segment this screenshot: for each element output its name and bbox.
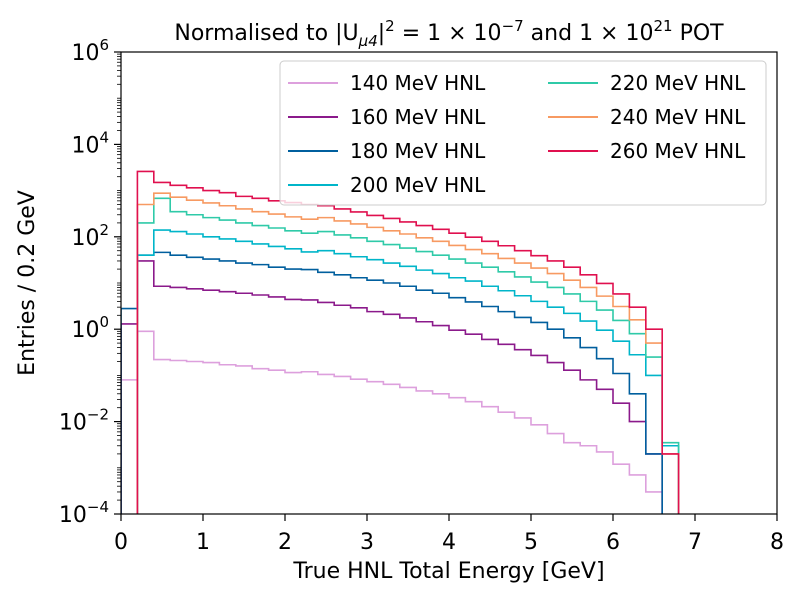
title-mid2: = 1 × 10 (395, 21, 502, 46)
chart-title: Normalised to |Uμ4|2 = 1 × 10−7 and 1 × … (174, 17, 724, 50)
legend: 140 MeV HNL 160 MeV HNL 180 MeV HNL 200 MeV… (279, 60, 767, 206)
series-group (121, 170, 680, 514)
title-sup2: −7 (502, 17, 524, 35)
x-tick-label: 1 (196, 530, 210, 555)
legend-box (279, 60, 767, 206)
title-suffix: POT (673, 21, 725, 46)
y-axis: 10−4 10−2 100 102 104 106 (59, 36, 121, 528)
legend-label: 180 MeV HNL (350, 139, 486, 163)
series-line-0 (121, 330, 663, 514)
y-tick-label: 10−2 (59, 406, 109, 436)
legend-label: 200 MeV HNL (350, 173, 486, 197)
x-axis-label: True HNL Total Energy [GeV] (292, 559, 604, 584)
title-sub: μ4 (358, 32, 378, 50)
x-tick-label: 5 (524, 530, 538, 555)
y-tick-label: 106 (71, 36, 109, 66)
x-axis: 0 1 2 3 4 5 6 7 8 (114, 514, 784, 555)
series-line-2 (121, 251, 663, 514)
legend-label: 160 MeV HNL (350, 105, 486, 129)
x-tick-label: 6 (606, 530, 620, 555)
legend-label: 220 MeV HNL (610, 71, 746, 95)
x-tick-label: 4 (442, 530, 456, 555)
title-sup1: 2 (385, 17, 395, 35)
x-tick-label: 0 (114, 530, 128, 555)
title-sup3: 21 (653, 17, 672, 35)
y-axis-label: Entries / 0.2 GeV (15, 190, 40, 376)
series-line-3 (136, 229, 680, 514)
title-mid1: | (378, 21, 385, 46)
x-tick-label: 3 (360, 530, 374, 555)
series-line-4 (136, 197, 680, 514)
series-line-6 (136, 170, 680, 514)
y-tick-label: 100 (71, 313, 109, 343)
x-tick-label: 7 (688, 530, 702, 555)
y-tick-label: 10−4 (59, 498, 109, 528)
legend-label: 260 MeV HNL (610, 139, 746, 163)
y-tick-label: 104 (71, 128, 109, 158)
title-prefix: Normalised to |U (174, 21, 358, 46)
title-mid3: and 1 × 10 (524, 21, 654, 46)
x-tick-label: 8 (770, 530, 784, 555)
series-line-1 (121, 260, 663, 514)
legend-label: 140 MeV HNL (350, 71, 486, 95)
legend-label: 240 MeV HNL (610, 105, 746, 129)
series-line-5 (136, 192, 680, 514)
y-tick-label: 102 (71, 221, 109, 251)
x-tick-label: 2 (278, 530, 292, 555)
